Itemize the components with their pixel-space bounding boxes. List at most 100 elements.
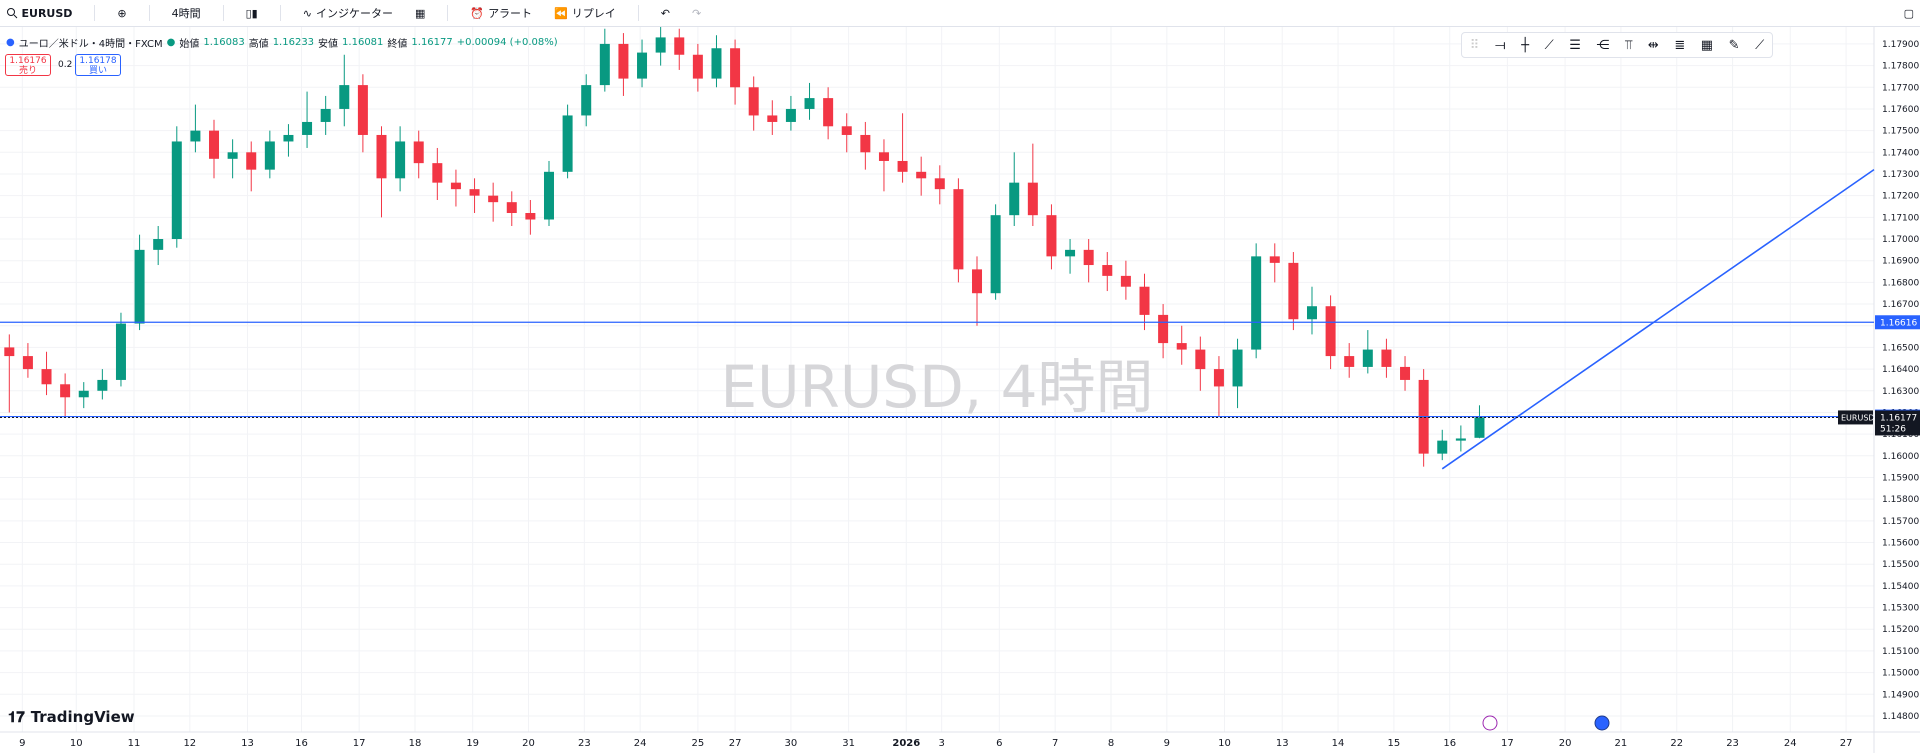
candle-body [1325,306,1336,357]
candle-body [60,384,71,398]
tool[interactable]: ⟋ [1544,37,1554,53]
candle-body [376,134,387,179]
tool[interactable]: ⫪ [1624,37,1633,53]
sell-label: 売り [18,66,37,76]
x-tick-label: 11 [128,738,141,749]
x-tick-label: 23 [578,738,591,749]
replay-button[interactable]: ⏪ リプレイ [554,6,616,21]
tool[interactable]: ⋲ [1596,37,1610,53]
candle-body [153,239,164,250]
candle-body [209,130,220,159]
candle-body [1065,249,1076,257]
candle-body [78,390,89,398]
y-tick-label: 1.17400 [1882,148,1919,158]
candle-body [1102,265,1113,276]
candle-body [1232,349,1243,387]
legend-low-label: 安値 [318,39,339,50]
candle-body [581,85,592,116]
layout-button[interactable]: ▢ [1903,6,1914,20]
tool[interactable]: ✎ [1728,37,1740,53]
y-tick-label: 1.17800 [1882,62,1919,72]
x-tick-label: 24 [1784,738,1797,749]
candle-body [357,85,368,135]
candle-body [246,152,257,170]
y-tick-label: 1.17700 [1882,83,1919,93]
candle-body [1195,349,1206,370]
candle-body [618,43,629,79]
y-tick-label: 1.17000 [1882,235,1919,245]
y-tick-label: 1.15800 [1882,495,1919,505]
redo[interactable]: ↷ [691,6,702,20]
y-tick-label: 1.15100 [1882,647,1919,657]
current-price-tag [1875,410,1920,436]
candle-body [395,141,406,179]
x-tick-label: 8 [1108,738,1114,749]
legend-high-label: 高値 [248,39,269,50]
compare-button[interactable]: ⊕ [117,6,127,20]
candle-body [1344,356,1355,367]
y-tick-label: 1.17300 [1882,170,1919,180]
y-tick-label: 1.15700 [1882,517,1919,527]
tool[interactable]: ⟞ [1494,37,1506,53]
tool[interactable]: ☰ [1569,37,1581,53]
chart-type[interactable]: ▯▮ [245,6,258,20]
event-icon [1594,715,1610,731]
candle-body [1306,306,1317,320]
y-tick-label: 1.17200 [1882,192,1919,202]
tool[interactable]: ▦ [1700,37,1714,53]
candle-body [488,195,499,203]
candle-body [748,87,759,116]
alerts-button[interactable]: ⏰ アラート [470,6,533,21]
y-tick-label: 1.16000 [1882,452,1919,462]
candle-body [692,54,703,79]
x-tick-label: 27 [729,738,742,749]
templates-button[interactable]: ▦ [414,6,426,20]
candle-body [1381,349,1392,367]
price-tag-label: 1.16616 [1880,318,1917,328]
x-tick-label: 24 [634,738,647,749]
drawing-toolbar: ⠿ ⟞ ┼ ⟋ ☰ ⋲ ⫪ ⇹ ≣ ▦ ✎ ⟋ [1461,32,1773,58]
candle-body [134,249,145,324]
y-tick-label: 1.16700 [1882,300,1919,310]
symbol-tag [1838,410,1873,425]
symbol-search[interactable]: EURUSD [6,7,72,20]
legend-name: ユーロ／米ドル・4時間・FXCM [18,39,163,50]
legend-close: 1.16177 [411,37,453,48]
buy-label: 買い [88,66,107,76]
x-tick-label: 7 [1052,738,1058,749]
candle-body [1474,417,1485,438]
buy-button[interactable]: 1.16178 買い [75,54,121,76]
indicators-label: インジケーター [315,7,393,20]
candle-body [767,115,778,122]
x-tick-label: 19 [466,738,479,749]
sell-button[interactable]: 1.16176 売り [5,54,51,76]
tool[interactable]: ⇹ [1647,37,1659,53]
price-tag [1875,315,1920,330]
tool[interactable]: ┼ [1521,37,1530,53]
candle-body [1046,215,1057,257]
candle-body [227,152,238,159]
x-tick-label: 16 [1443,738,1456,749]
y-tick-label: 1.15000 [1882,669,1919,679]
candle-body [823,98,834,127]
tool[interactable]: ⟋ [1755,37,1765,53]
indicators-button[interactable]: ∿ インジケーター [302,6,393,21]
y-tick-label: 1.16400 [1882,365,1919,375]
candle-body [1083,249,1094,266]
candle-body [953,189,964,270]
candle-body [339,85,350,109]
candle-body [785,108,796,122]
undo[interactable]: ↶ [660,6,670,20]
interval[interactable]: 4時間 [171,7,201,20]
tool[interactable]: ≣ [1674,37,1686,53]
x-tick-label: 9 [1164,738,1170,749]
x-tick-label: 10 [1218,738,1231,749]
candle-body [1269,256,1280,263]
y-tick-label: 1.16300 [1882,387,1919,397]
legend-low: 1.16081 [342,37,384,48]
candle-body [972,269,983,294]
candle-body [469,189,480,196]
y-tick-label: 1.16900 [1882,257,1919,267]
candle-body [413,141,424,164]
replay-label: リプレイ [571,7,616,20]
